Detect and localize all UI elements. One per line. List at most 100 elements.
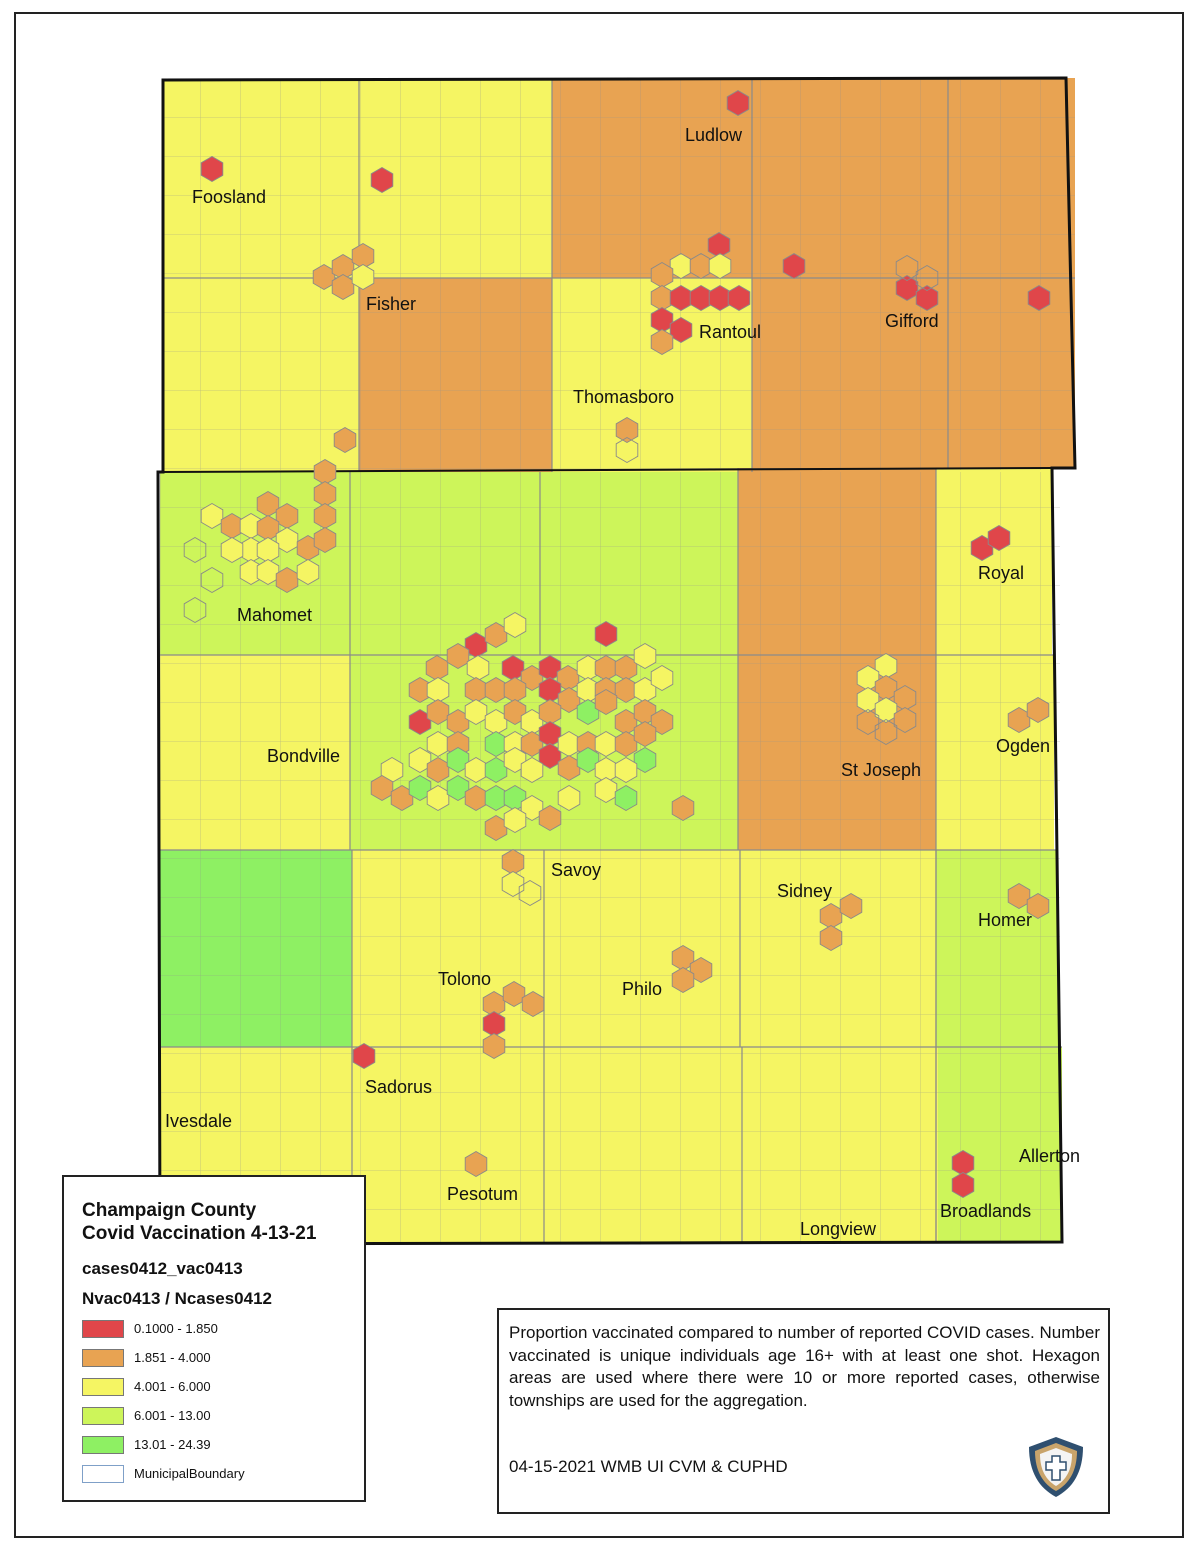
hexagon-area — [408, 746, 432, 774]
legend-class-4: 6.001 - 13.00 — [82, 1407, 352, 1427]
place-sadorus: Sadorus — [365, 1077, 432, 1097]
hexagon-area — [503, 698, 527, 726]
place-homer: Homer — [978, 910, 1032, 930]
hexagon-area — [819, 924, 843, 952]
map-frame — [14, 12, 1184, 1538]
shield-logo-icon — [1029, 1437, 1083, 1497]
hexagon-area — [370, 166, 394, 194]
legend-class-5: 13.01 - 24.39 — [82, 1436, 352, 1456]
hexagon-area — [502, 980, 526, 1008]
place-broadlands: Broadlands — [940, 1201, 1031, 1221]
note-credit: 04-15-2021 WMB UI CVM & CUPHD — [509, 1457, 788, 1476]
place-labels: Foosland Fisher Ludlow Rantoul Gifford T… — [165, 125, 1080, 1239]
hexagon-area — [615, 416, 639, 444]
hexagon-area — [518, 879, 542, 907]
hexagon-area — [501, 870, 525, 898]
hexagon-area — [200, 155, 224, 183]
hexagon-area — [183, 596, 207, 624]
legend-class-label: 4.001 - 6.000 — [134, 1379, 211, 1394]
hexagon-area — [708, 252, 732, 280]
hexagon-area — [275, 526, 299, 554]
place-royal: Royal — [978, 563, 1024, 583]
hexagon-area — [503, 611, 527, 639]
hexagon-area — [874, 718, 898, 746]
map-note: Proportion vaccinated compared to number… — [497, 1308, 1110, 1514]
hexagon-area — [200, 502, 224, 530]
place-foosland: Foosland — [192, 187, 266, 207]
hexagon-area — [296, 558, 320, 586]
hexagon-area — [520, 756, 544, 784]
place-rantoul: Rantoul — [699, 322, 761, 342]
legend-class-label: 6.001 - 13.00 — [134, 1408, 211, 1423]
hexagon-area — [856, 686, 880, 714]
hexagon-area — [538, 804, 562, 832]
place-st-joseph: St Joseph — [841, 760, 921, 780]
hexagon-area — [446, 642, 470, 670]
hexagon-area — [594, 776, 618, 804]
hexagon-area — [594, 620, 618, 648]
legend-class-municipal: MunicipalBoundary — [82, 1465, 352, 1485]
hexagon-area — [987, 524, 1011, 552]
hexagon-area — [594, 688, 618, 716]
hexagon-area — [1007, 882, 1031, 910]
hexagon-area — [370, 774, 394, 802]
hexagon-area — [557, 784, 581, 812]
hexagon-area — [895, 274, 919, 302]
place-ludlow: Ludlow — [685, 125, 743, 145]
hexagon-area — [1026, 892, 1050, 920]
hexagon-area — [614, 756, 638, 784]
hexagon-area — [1026, 696, 1050, 724]
legend-field-name: Nvac0413 / Ncases0412 — [82, 1289, 272, 1308]
hexagon-area — [671, 794, 695, 822]
legend-title-line1: Champaign County — [82, 1200, 257, 1221]
hexagon-area — [650, 328, 674, 356]
hexagon-area — [200, 566, 224, 594]
legend-title-line2: Covid Vaccination 4-13-21 — [82, 1223, 317, 1244]
place-pesotum: Pesotum — [447, 1184, 518, 1204]
legend-class-3: 4.001 - 6.000 — [82, 1378, 352, 1398]
hexagon-area — [893, 706, 917, 734]
hexagon-area — [351, 263, 375, 291]
hexagon-area — [689, 956, 713, 984]
place-thomasboro: Thomasboro — [573, 387, 674, 407]
hexagon-area — [951, 1171, 975, 1199]
hexagon-area — [1027, 284, 1051, 312]
hexagon-area — [520, 794, 544, 822]
hexagon-area — [446, 746, 470, 774]
hexagon-area — [671, 966, 695, 994]
county-step-line — [157, 467, 1053, 473]
hexagon-area — [446, 774, 470, 802]
legend-class-label: 13.01 - 24.39 — [134, 1437, 211, 1452]
hexagon-area — [633, 746, 657, 774]
place-philo: Philo — [622, 979, 662, 999]
hexagon-area — [503, 806, 527, 834]
hexagon-area — [503, 746, 527, 774]
hexagon-area — [576, 746, 600, 774]
legend-swatch — [82, 1320, 124, 1338]
hexagon-area — [521, 990, 545, 1018]
hexagon-area — [256, 558, 280, 586]
hexagon-area — [352, 1042, 376, 1070]
place-mahomet: Mahomet — [237, 605, 312, 625]
legend-class-label: MunicipalBoundary — [134, 1466, 245, 1481]
hexagon-area — [408, 774, 432, 802]
place-longview: Longview — [800, 1219, 877, 1239]
legend-class-1: 0.1000 - 1.850 — [82, 1320, 352, 1340]
hexagon-area — [895, 254, 919, 282]
hexagon-area — [727, 284, 751, 312]
hexagon-area — [614, 784, 638, 812]
legend-class-label: 1.851 - 4.000 — [134, 1350, 211, 1365]
legend-layer-name: cases0412_vac0413 — [82, 1259, 243, 1278]
legend-swatch — [82, 1465, 124, 1483]
hexagon-area — [464, 1150, 488, 1178]
legend-swatch — [82, 1349, 124, 1367]
hexagon-area — [464, 698, 488, 726]
place-tolono: Tolono — [438, 969, 491, 989]
hexagon-area — [482, 1032, 506, 1060]
place-ogden: Ogden — [996, 736, 1050, 756]
hexagon-area — [856, 708, 880, 736]
hexagon-area — [313, 526, 337, 554]
hexagon-area — [650, 708, 674, 736]
place-bondville: Bondville — [267, 746, 340, 766]
